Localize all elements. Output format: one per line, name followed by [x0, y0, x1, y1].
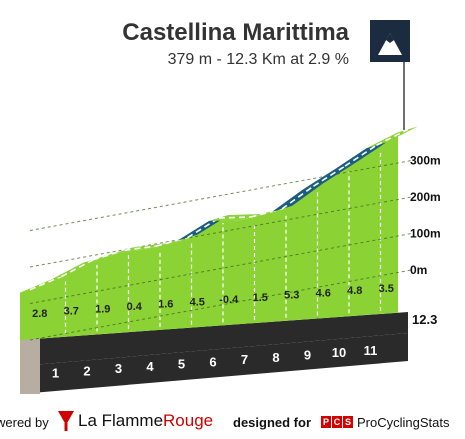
km-marker: 5: [178, 357, 185, 372]
profile-ridge-segment: [177, 214, 229, 241]
altitude-axis-label: 0m: [410, 263, 427, 277]
gradient-labels: 2.8 3.7 1.9 0.4 1.6 4.5 -0.4 1.5 5.3 4.6 4.8 3.5: [32, 283, 394, 320]
ridge-dash-line: [218, 216, 251, 219]
profile-ridge-segment: [335, 142, 387, 170]
pcs-letter-p: P: [321, 416, 331, 428]
footer: wered by La FlammeRouge designed for P C…: [0, 410, 465, 436]
profile-segment: [209, 220, 241, 327]
km-marker: 2: [83, 363, 90, 378]
km-marker: 1: [52, 366, 59, 381]
gradient-label: 1.5: [253, 292, 268, 304]
km-dash-lines: [64, 150, 382, 334]
climb-subtitle: 379 m - 12.3 Km at 2.9 %: [168, 51, 349, 68]
ridge-dash-line: [187, 217, 220, 239]
gradient-label: 1.6: [158, 299, 173, 311]
km-marker-labels: 1 2 3 4 5 6 7 8 9 10 11: [52, 343, 377, 381]
climb-profile-chart: Castellina Marittima 379 m - 12.3 Km at …: [20, 19, 441, 394]
gradient-label: 4.5: [190, 296, 205, 308]
profile-segment: [146, 240, 178, 331]
profile-ridge-segment: [272, 183, 324, 212]
profile-segment: [20, 279, 52, 340]
profile-segment: [366, 132, 398, 315]
ridge-dash-line: [61, 259, 94, 278]
profile-ridge-segment: [303, 163, 355, 190]
mountain-summit-icon: [370, 20, 410, 130]
profile-base-band: [20, 312, 408, 366]
altitude-axis-label: 300m: [410, 154, 441, 168]
km-marker: 11: [364, 343, 378, 358]
gradient-label: 0.4: [127, 301, 143, 313]
gradient-label: 5.3: [284, 290, 299, 302]
profile-ridge-segment: [51, 256, 103, 280]
lfr-name-part-2: Rouge: [163, 411, 214, 430]
profile-segment: [177, 220, 209, 329]
lfr-name-part-1: La Flamme: [78, 411, 164, 430]
gradient-label: 4.6: [316, 287, 331, 299]
gradient-label: 3.5: [379, 283, 394, 295]
profile-base-bottom: [20, 333, 408, 394]
ridge-dash-line: [344, 144, 377, 167]
profile-segment: [83, 253, 115, 336]
profile-side-face: [20, 323, 40, 394]
altitude-grid-lines: [29, 160, 412, 341]
profile-segment: [272, 189, 304, 322]
total-length-label: 12.3: [412, 312, 437, 327]
profile-ridge-line: [20, 126, 418, 293]
pcs-logo: P C S: [321, 416, 354, 428]
km-marker: 9: [304, 347, 311, 362]
profile-segments: [20, 132, 398, 340]
km-marker: 4: [146, 359, 154, 374]
gradient-label: -0.4: [219, 294, 239, 306]
designed-for-text: designed for: [233, 415, 312, 430]
ridge-dash-line: [29, 275, 62, 291]
pcs-letter-c: C: [332, 416, 342, 428]
altitude-axis-label: 100m: [410, 227, 441, 241]
km-marker: 8: [272, 350, 279, 365]
altitude-axis-labels: 300m 200m 100m 0m: [410, 154, 441, 278]
profile-segment: [335, 148, 367, 318]
km-marker: 3: [115, 361, 122, 376]
powered-by-text: wered by: [0, 415, 49, 430]
ridge-dash-line: [313, 165, 346, 187]
la-flamme-rouge-icon: [58, 411, 74, 431]
altitude-grid-line: [29, 160, 412, 231]
ridge-dash-line: [281, 185, 314, 210]
profile-ridge-segment: [366, 126, 418, 149]
profile-segment: [303, 169, 335, 320]
gradient-label: 4.8: [347, 285, 362, 297]
profile-segment: [240, 211, 272, 325]
ridge-dash-line: [155, 236, 188, 247]
km-marker: 10: [332, 345, 346, 360]
ridge-dash-line: [250, 208, 283, 218]
altitude-grid-line: [29, 196, 412, 268]
ridge-dash-line: [376, 128, 409, 146]
ridge-dash-line: [124, 245, 157, 251]
procyclingstats-text: ProCyclingStats: [357, 415, 450, 430]
gradient-label: 2.8: [32, 308, 47, 320]
altitude-axis-label: 200m: [410, 190, 441, 204]
gradient-label: 1.9: [95, 303, 110, 315]
climb-title: Castellina Marittima: [122, 19, 349, 46]
ridge-dash-line: [92, 249, 125, 261]
altitude-grid-line: [29, 269, 412, 341]
altitude-grid-line: [29, 233, 412, 304]
km-marker: 6: [209, 354, 216, 369]
gradient-label: 3.7: [64, 306, 79, 318]
profile-segment: [51, 262, 83, 338]
pcs-letter-s: S: [343, 416, 353, 428]
la-flamme-rouge-logo: La FlammeRouge: [58, 411, 213, 431]
km-marker: 7: [241, 352, 248, 367]
profile-segment: [114, 249, 146, 334]
